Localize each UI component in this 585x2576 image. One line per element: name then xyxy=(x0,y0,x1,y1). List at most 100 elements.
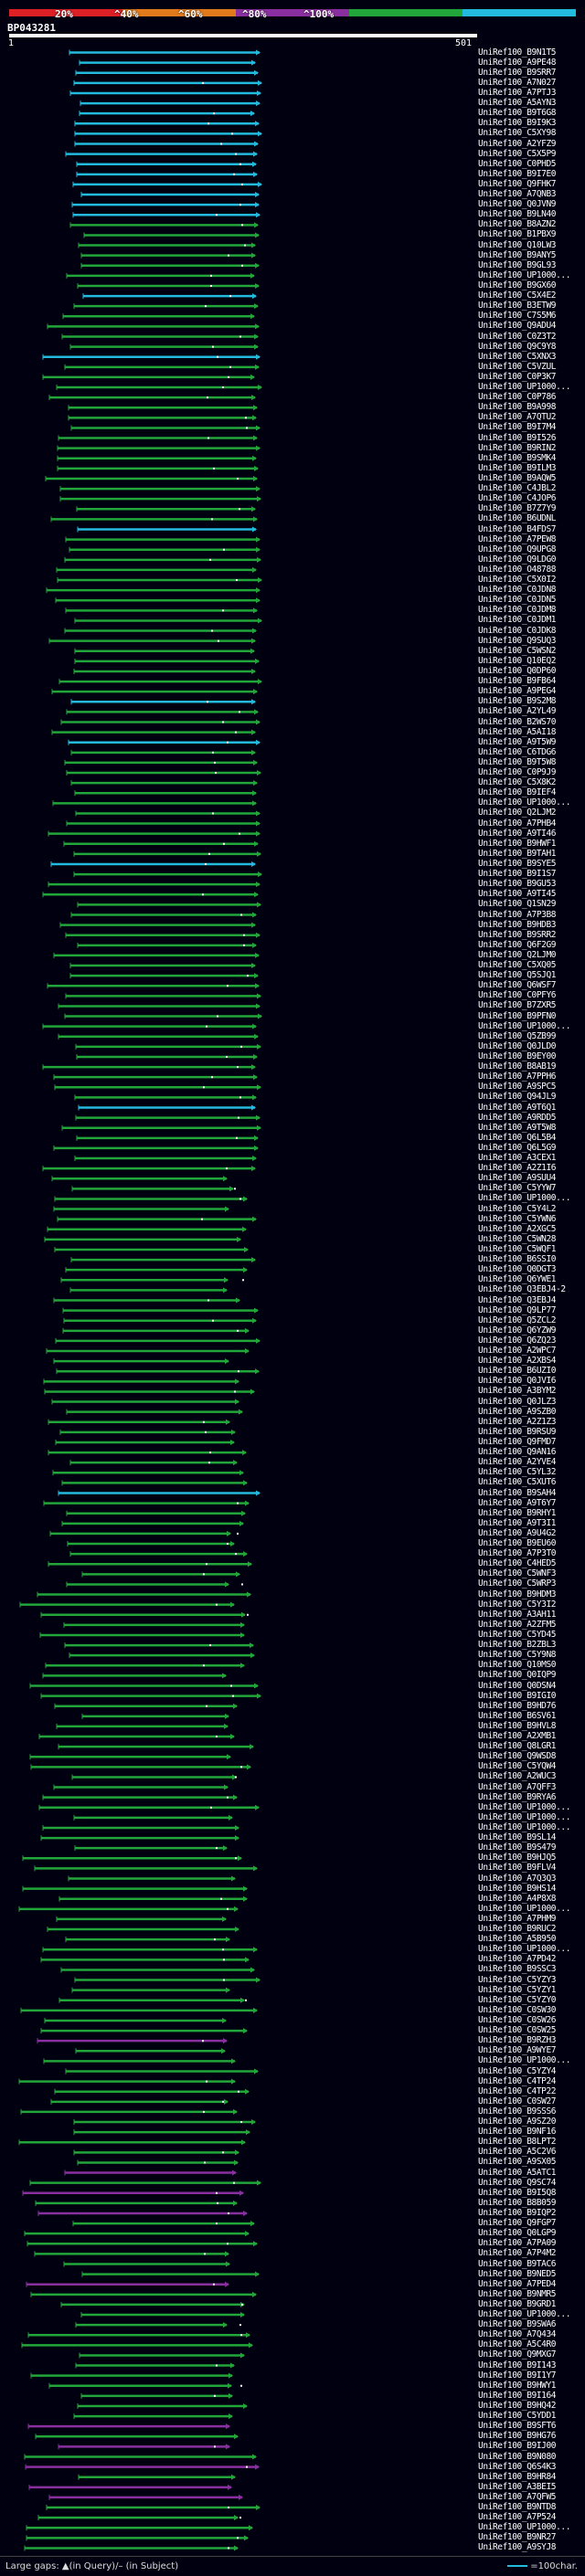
hit-track[interactable] xyxy=(44,1388,255,1395)
hit-label[interactable]: UniRef100_A9U4G2 xyxy=(478,1527,557,1538)
hit-track[interactable] xyxy=(74,121,260,127)
hit-track[interactable] xyxy=(69,546,261,553)
hit-track[interactable] xyxy=(79,2352,245,2359)
hit-track[interactable] xyxy=(58,679,262,685)
hit-label[interactable]: UniRef100_B9AQW5 xyxy=(478,472,557,483)
hit-label[interactable]: UniRef100_A7PHM9 xyxy=(478,1913,557,1924)
hit-track[interactable] xyxy=(73,2149,239,2156)
hit-track[interactable] xyxy=(47,983,260,989)
hit-label[interactable]: UniRef100_A7N027 xyxy=(478,77,557,88)
hit-track[interactable] xyxy=(75,1114,261,1121)
hit-label[interactable]: UniRef100_Q6WSF7 xyxy=(478,980,557,991)
hit-label[interactable]: UniRef100_C5XY98 xyxy=(478,128,557,139)
hit-label[interactable]: UniRef100_B9RYA6 xyxy=(478,1791,557,1802)
hit-track[interactable] xyxy=(54,1196,248,1202)
hit-track[interactable] xyxy=(51,1176,228,1182)
hit-track[interactable] xyxy=(57,455,257,461)
hit-label[interactable]: UniRef100_B9I7M4 xyxy=(478,422,557,433)
hit-label[interactable]: UniRef100_B9I526 xyxy=(478,432,557,443)
hit-track[interactable] xyxy=(64,2170,237,2176)
hit-label[interactable]: UniRef100_Q9FMD7 xyxy=(478,1436,557,1447)
hit-track[interactable] xyxy=(59,922,256,928)
hit-track[interactable] xyxy=(45,475,258,481)
hit-track[interactable] xyxy=(74,1845,228,1852)
hit-label[interactable]: UniRef100_C5VZUL xyxy=(478,361,557,372)
hit-label[interactable]: UniRef100_A3BEI5 xyxy=(478,2481,557,2492)
hit-label[interactable]: UniRef100_UP1000... xyxy=(478,797,571,808)
hit-track[interactable] xyxy=(68,739,261,745)
hit-track[interactable] xyxy=(45,1663,245,1669)
hit-label[interactable]: UniRef100_UP1000... xyxy=(478,1944,571,1955)
hit-label[interactable]: UniRef100_B9HS14 xyxy=(478,1883,557,1894)
hit-label[interactable]: UniRef100_A2YL49 xyxy=(478,706,557,717)
hit-track[interactable] xyxy=(59,496,261,502)
hit-track[interactable] xyxy=(80,262,260,269)
hit-track[interactable] xyxy=(22,2190,244,2196)
hit-track[interactable] xyxy=(26,2535,249,2541)
hit-track[interactable] xyxy=(69,49,261,56)
hit-track[interactable] xyxy=(62,1307,259,1314)
hit-track[interactable] xyxy=(77,2159,239,2166)
hit-label[interactable]: UniRef100_A5AI18 xyxy=(478,726,557,737)
hit-label[interactable]: UniRef100_Q10LW3 xyxy=(478,239,557,250)
hit-track[interactable] xyxy=(53,952,260,958)
hit-label[interactable]: UniRef100_Q9MXG7 xyxy=(478,2349,557,2360)
hit-track[interactable] xyxy=(57,577,262,584)
hit-track[interactable] xyxy=(74,131,262,137)
hit-track[interactable] xyxy=(56,385,262,391)
hit-track[interactable] xyxy=(73,2413,233,2420)
hit-label[interactable]: UniRef100_Q10EQ2 xyxy=(478,655,557,666)
hit-track[interactable] xyxy=(72,212,261,218)
hit-label[interactable]: UniRef100_C0PFY6 xyxy=(478,990,557,1001)
hit-label[interactable]: UniRef100_A2Z1Z3 xyxy=(478,1416,557,1427)
hit-track[interactable] xyxy=(51,689,258,695)
hit-label[interactable]: UniRef100_C4JBL2 xyxy=(478,483,557,494)
hit-label[interactable]: UniRef100_A2ZFM5 xyxy=(478,1619,557,1630)
hit-label[interactable]: UniRef100_A5ATC1 xyxy=(478,2167,557,2178)
hit-track[interactable] xyxy=(68,415,257,421)
hit-track[interactable] xyxy=(73,303,259,310)
hit-track[interactable] xyxy=(69,973,259,979)
hit-track[interactable] xyxy=(48,1450,247,1456)
hit-track[interactable] xyxy=(54,1246,249,1252)
hit-track[interactable] xyxy=(61,333,259,340)
hit-label[interactable]: UniRef100_B9NR27 xyxy=(478,2532,557,2543)
hit-track[interactable] xyxy=(70,780,258,787)
hit-track[interactable] xyxy=(74,648,255,654)
hit-label[interactable]: UniRef100_C0SW26 xyxy=(478,2014,557,2025)
hit-label[interactable]: UniRef100_B9HJQ5 xyxy=(478,1853,557,1863)
hit-track[interactable] xyxy=(64,628,257,634)
hit-label[interactable]: UniRef100_A9SZ20 xyxy=(478,2117,557,2127)
hit-track[interactable] xyxy=(34,1865,258,1872)
hit-track[interactable] xyxy=(48,638,256,644)
hit-label[interactable]: UniRef100_B9RHY1 xyxy=(478,1507,557,1518)
hit-track[interactable] xyxy=(64,556,261,563)
hit-track[interactable] xyxy=(40,1611,249,1618)
hit-label[interactable]: UniRef100_C5X8K2 xyxy=(478,777,557,788)
hit-track[interactable] xyxy=(80,2312,245,2318)
hit-label[interactable]: UniRef100_B9FB64 xyxy=(478,676,557,687)
hit-label[interactable]: UniRef100_C0P3K7 xyxy=(478,371,557,382)
hit-label[interactable]: UniRef100_Q9AN16 xyxy=(478,1447,557,1458)
hit-track[interactable] xyxy=(79,111,255,117)
hit-track[interactable] xyxy=(65,607,258,614)
hit-track[interactable] xyxy=(71,1774,237,1780)
hit-label[interactable]: UniRef100_C5WRP3 xyxy=(478,1578,557,1589)
hit-track[interactable] xyxy=(38,1804,260,1811)
hit-label[interactable]: UniRef100_A9T5W8 xyxy=(478,1122,557,1133)
hit-label[interactable]: UniRef100_B9IQP2 xyxy=(478,2207,557,2218)
hit-label[interactable]: UniRef100_B9RZH3 xyxy=(478,2035,557,2046)
hit-label[interactable]: UniRef100_C5YZY1 xyxy=(478,1984,557,1995)
hit-track[interactable] xyxy=(54,2088,250,2095)
hit-track[interactable] xyxy=(58,1895,248,1902)
hit-label[interactable]: UniRef100_A7PHB4 xyxy=(478,818,557,829)
hit-track[interactable] xyxy=(54,1703,238,1709)
hit-track[interactable] xyxy=(64,1013,262,1019)
hit-label[interactable]: UniRef100_UP1000... xyxy=(478,269,571,280)
hit-label[interactable]: UniRef100_Q5ZCL2 xyxy=(478,1314,557,1325)
hit-label[interactable]: UniRef100_C0JDN5 xyxy=(478,595,557,606)
hit-label[interactable]: UniRef100_C5YZY0 xyxy=(478,1994,557,2005)
hit-label[interactable]: UniRef100_A7PEW8 xyxy=(478,533,557,544)
hit-label[interactable]: UniRef100_Q10MS0 xyxy=(478,1660,557,1671)
hit-label[interactable]: UniRef100_C4TP22 xyxy=(478,2085,557,2096)
